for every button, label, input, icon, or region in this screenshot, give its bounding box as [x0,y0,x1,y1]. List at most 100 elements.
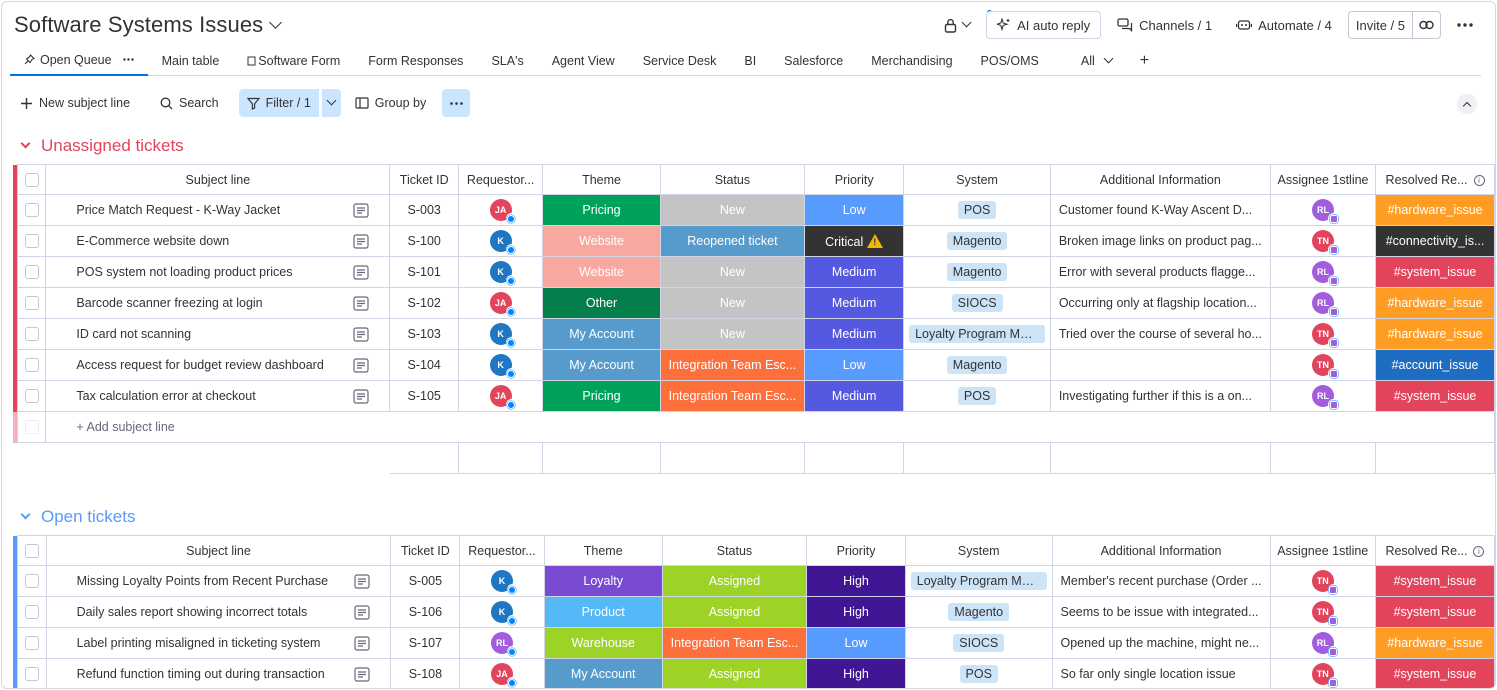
chevron-down-icon[interactable] [269,16,283,29]
filter-button[interactable]: Filter / 1 [238,89,319,117]
column-header[interactable]: Theme [543,535,663,566]
subject-cell[interactable]: Refund function timing out during transa… [45,658,392,688]
group-title[interactable]: Open tickets [41,507,136,526]
collapse-header-button[interactable] [1457,94,1477,114]
theme-cell[interactable]: My Account [542,318,661,350]
priority-cell[interactable]: Medium [803,318,905,350]
requestor-cell[interactable]: K [458,318,544,350]
additional-info-cell[interactable] [1049,349,1271,381]
status-cell[interactable]: New [659,256,805,288]
system-cell[interactable]: Loyalty Program Man... [905,565,1053,597]
column-header[interactable]: Ticket ID [390,535,461,566]
select-all-checkbox[interactable] [17,164,47,195]
resolved-reason-cell[interactable]: #system_issue [1375,380,1495,412]
theme-cell[interactable]: Loyalty [543,565,663,597]
avatar[interactable]: RL [1312,385,1339,410]
subject-cell[interactable]: Missing Loyalty Points from Recent Purch… [45,565,392,597]
checkbox[interactable] [24,358,39,373]
checkbox[interactable] [24,234,39,249]
priority-cell[interactable]: Low [806,627,906,659]
item-updates-icon[interactable] [354,574,370,592]
system-cell[interactable]: Magento [903,349,1051,381]
column-header[interactable]: Ticket ID [389,164,460,195]
avatar[interactable]: JA [489,385,517,410]
checkbox[interactable] [24,574,39,589]
add-item-row[interactable]: + Add subject line [13,411,1495,443]
resolved-reason-cell[interactable]: #system_issue [1374,596,1495,628]
status-cell[interactable]: Integration Team Esc... [659,380,805,412]
column-header[interactable]: Resolved Re... i [1375,164,1495,195]
requestor-cell[interactable]: K [458,256,544,288]
subject-cell[interactable]: Barcode scanner freezing at login [45,287,391,319]
table-row[interactable]: Refund function timing out during transa… [13,658,1495,688]
row-checkbox-cell[interactable] [17,380,47,412]
tab-open-queue[interactable]: Open Queue [10,46,148,76]
chevron-down-icon[interactable] [20,138,31,149]
checkbox[interactable] [24,203,39,218]
additional-info-cell[interactable]: Tried over the course of several ho... [1049,318,1271,350]
item-updates-icon[interactable] [353,358,369,376]
group-by-button[interactable]: Group by [349,89,432,117]
row-checkbox-cell[interactable] [17,349,47,381]
theme-cell[interactable]: Other [542,287,661,319]
subject-cell[interactable]: E-Commerce website down [45,225,391,257]
priority-cell[interactable]: Critical! [803,225,905,257]
resolved-reason-cell[interactable]: #hardware_issue [1375,287,1495,319]
table-row[interactable]: Access request for budget review dashboa… [13,349,1495,381]
copy-link-button[interactable] [1413,11,1441,39]
subject-text[interactable]: ID card not scanning [76,327,192,342]
requestor-cell[interactable]: K [458,349,544,381]
table-row[interactable]: Tax calculation error at checkout S-105 JA… [13,380,1495,412]
avatar[interactable]: RL [1312,199,1339,224]
info-icon[interactable]: i [1473,545,1485,557]
status-cell[interactable]: Assigned [661,565,808,597]
system-cell[interactable]: POS [903,194,1051,226]
assignee-cell[interactable]: RL [1269,287,1377,319]
assignee-cell[interactable]: TN [1269,596,1376,628]
table-row[interactable]: Barcode scanner freezing at login S-102 JA… [13,287,1495,319]
requestor-cell[interactable]: K [459,596,545,628]
assignee-cell[interactable]: TN [1269,565,1376,597]
subject-text[interactable]: Access request for budget review dashboa… [76,358,324,373]
resolved-reason-cell[interactable]: #hardware_issue [1375,194,1495,226]
theme-cell[interactable]: Website [542,256,661,288]
theme-cell[interactable]: My Account [543,658,663,688]
additional-info-cell[interactable]: Opened up the machine, might ne... [1051,627,1271,659]
status-cell[interactable]: Integration Team Esc... [659,349,805,381]
assignee-cell[interactable]: TN [1269,225,1377,257]
column-header[interactable]: Subject line [45,164,391,195]
status-cell[interactable]: New [659,287,805,319]
toolbar-more-button[interactable] [442,89,471,117]
tab-salesforce[interactable]: Salesforce [770,46,857,76]
table-row[interactable]: POS system not loading product prices S-1… [13,256,1495,288]
theme-cell[interactable]: Warehouse [543,627,663,659]
subject-text[interactable]: Daily sales report showing incorrect tot… [76,605,308,620]
automate-button[interactable]: Automate / 4 [1228,11,1340,39]
info-icon[interactable]: i [1473,174,1485,186]
lock-button[interactable] [936,11,978,39]
avatar[interactable]: JA [489,292,517,317]
invite-button[interactable]: Invite / 5 [1347,11,1413,39]
assignee-cell[interactable]: RL [1269,194,1377,226]
row-checkbox-cell[interactable] [17,225,47,257]
column-header[interactable]: Requestor... [459,535,545,566]
group-title[interactable]: Unassigned tickets [41,136,184,155]
subject-text[interactable]: Tax calculation error at checkout [76,389,256,404]
new-item-button[interactable]: New subject line [14,89,136,117]
column-header[interactable]: System [903,164,1051,195]
additional-info-cell[interactable]: Member's recent purchase (Order ... [1051,565,1271,597]
avatar[interactable]: RL [490,632,518,657]
system-cell[interactable]: Loyalty Program Man... [903,318,1051,350]
avatar[interactable]: K [489,261,517,286]
checkbox[interactable] [24,296,39,311]
column-header[interactable]: Assignee 1stline [1269,535,1376,566]
system-cell[interactable]: POS [905,658,1053,688]
avatar[interactable]: K [490,601,518,626]
avatar[interactable]: TN [1311,663,1339,688]
table-row[interactable]: Missing Loyalty Points from Recent Purch… [13,565,1495,597]
theme-cell[interactable]: Product [543,596,663,628]
requestor-cell[interactable]: K [459,565,545,597]
subject-cell[interactable]: Tax calculation error at checkout [45,380,391,412]
avatar[interactable]: TN [1311,601,1339,626]
item-updates-icon[interactable] [353,327,369,345]
